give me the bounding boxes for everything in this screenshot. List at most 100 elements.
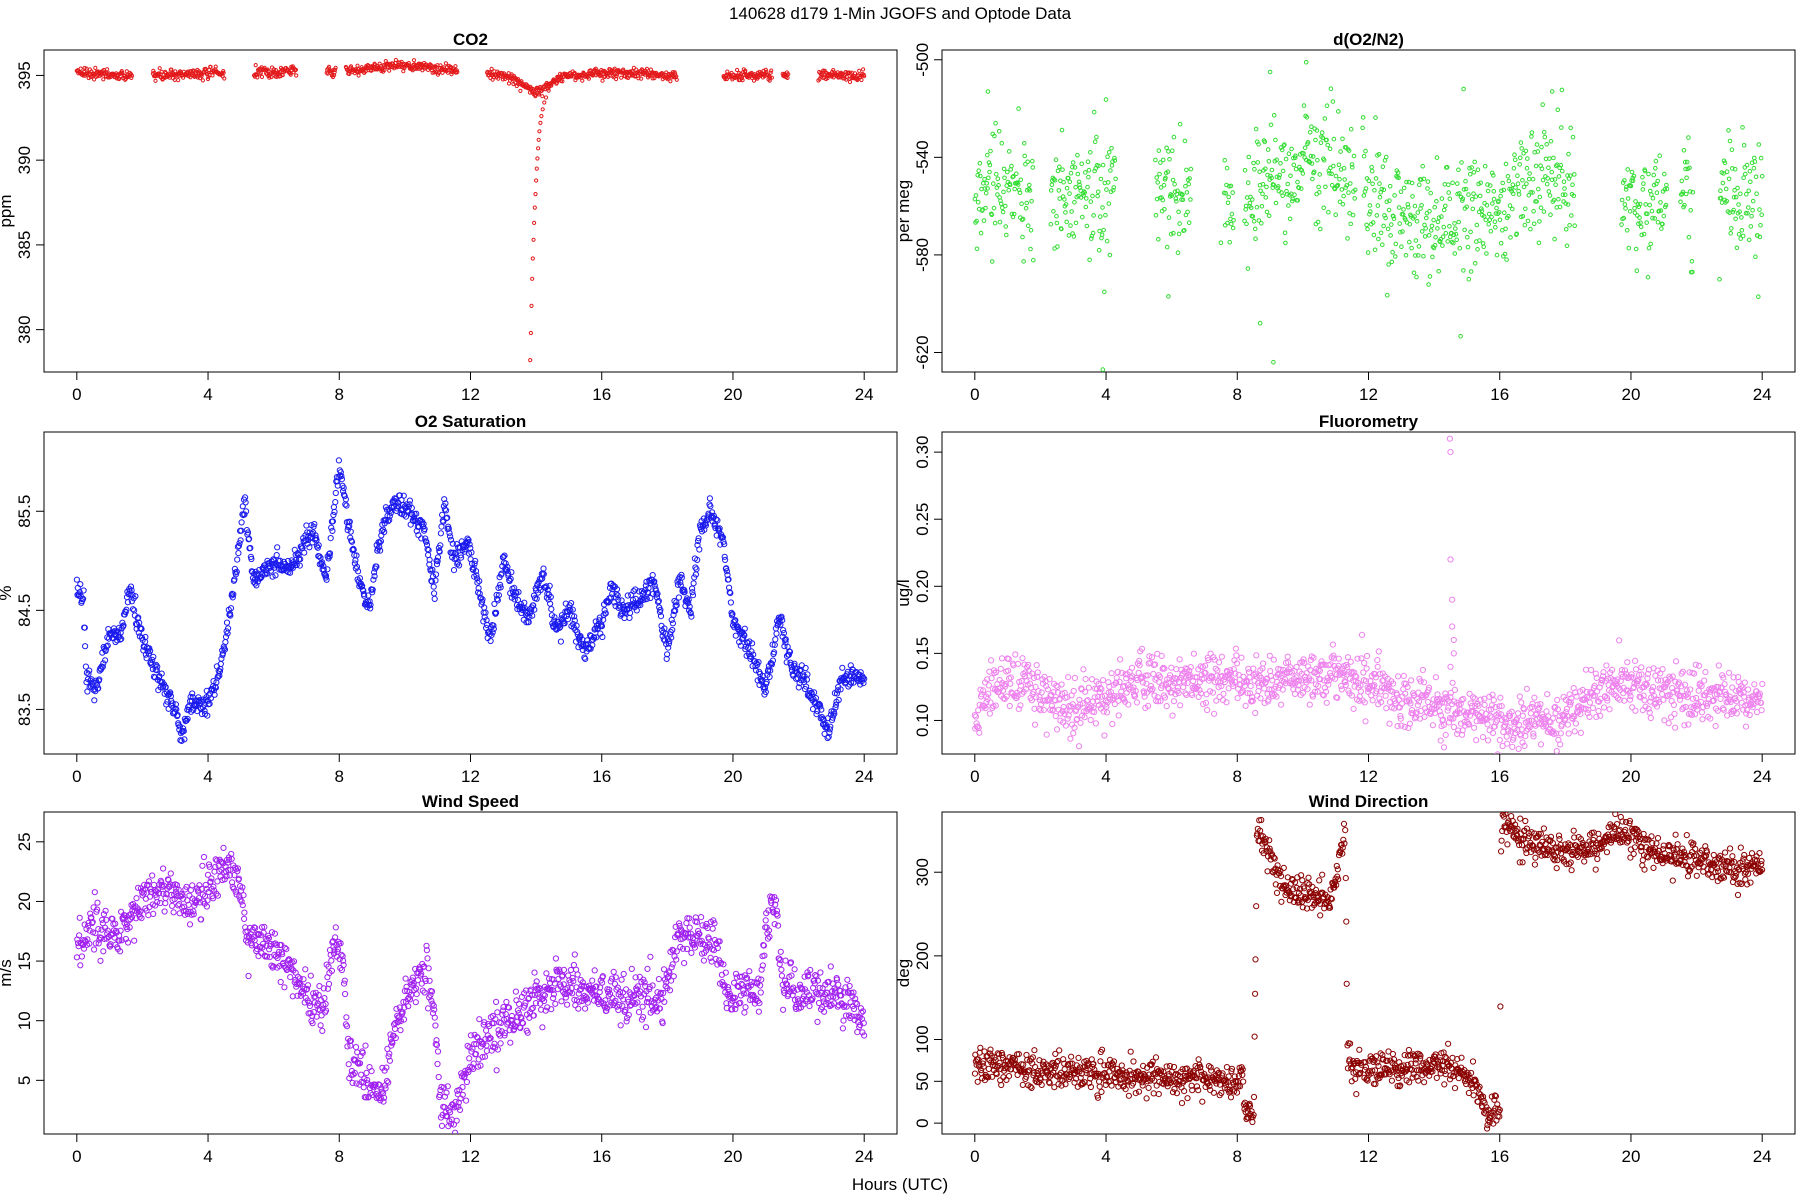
data-point (1443, 203, 1448, 209)
data-point (1088, 150, 1093, 155)
data-point (1653, 158, 1659, 164)
panel-title: O2 Saturation (415, 412, 526, 431)
data-point (376, 544, 383, 551)
data-point (1481, 701, 1488, 708)
data-point (441, 496, 448, 503)
data-point (643, 595, 650, 603)
data-point (1536, 240, 1542, 246)
data-point (1186, 220, 1192, 225)
data-point (689, 589, 696, 596)
data-point (1033, 662, 1040, 669)
data-point (1655, 219, 1661, 225)
data-point (1305, 140, 1311, 145)
data-point (557, 623, 564, 630)
data-point (1721, 681, 1728, 688)
data-point (1063, 210, 1068, 215)
data-point (1006, 187, 1012, 193)
data-point (1353, 187, 1358, 193)
data-point (315, 542, 322, 549)
data-point (477, 595, 484, 602)
data-point (1145, 702, 1152, 710)
data-point (540, 571, 547, 578)
data-point (985, 682, 993, 689)
data-point (1027, 188, 1033, 193)
data-point (426, 556, 433, 563)
data-point (1003, 693, 1010, 700)
data-point (1469, 197, 1475, 202)
data-point (762, 688, 769, 696)
data-point (521, 604, 528, 611)
data-point (1748, 179, 1753, 185)
data-point (1439, 196, 1445, 201)
data-point (1313, 221, 1319, 227)
data-point (1166, 149, 1171, 154)
data-point (1023, 161, 1028, 167)
data-point (279, 67, 284, 72)
data-point (1025, 223, 1031, 228)
x-tick-label: 16 (592, 385, 611, 404)
data-point (1742, 165, 1748, 170)
data-point (1488, 702, 1496, 709)
data-point (1731, 207, 1736, 213)
data-point (1238, 654, 1245, 661)
data-point (1727, 138, 1733, 144)
data-point (1519, 146, 1524, 151)
data-point (780, 627, 787, 634)
data-point (1048, 188, 1054, 193)
data-point (786, 72, 791, 77)
data-point (1662, 171, 1667, 177)
data-point (526, 613, 533, 621)
data-point (280, 73, 285, 78)
data-point (1367, 211, 1372, 217)
data-point (1639, 232, 1644, 238)
data-point (1054, 689, 1062, 696)
data-point (1514, 231, 1519, 237)
data-point (246, 535, 253, 542)
data-point (303, 522, 310, 529)
data-point (1186, 181, 1191, 187)
data-point (1365, 688, 1372, 695)
data-point (1100, 205, 1105, 210)
data-point (500, 77, 505, 82)
data-point (1253, 236, 1258, 241)
data-point (329, 527, 336, 535)
data-point (1092, 139, 1098, 144)
data-point (78, 66, 83, 71)
x-tick-label: 24 (1753, 767, 1772, 786)
data-point (687, 610, 694, 617)
plot-frame (941, 431, 1796, 755)
data-point (614, 592, 621, 599)
x-tick-label: 0 (72, 385, 81, 404)
data-point (1271, 182, 1276, 188)
data-point (1645, 705, 1652, 712)
data-point (1658, 208, 1664, 213)
data-point (707, 503, 714, 510)
data-point (470, 566, 477, 574)
data-point (1094, 697, 1101, 705)
data-point (637, 602, 644, 609)
data-point (1349, 162, 1355, 167)
data-point (1521, 184, 1527, 190)
data-point (269, 573, 276, 580)
data-point (1400, 212, 1406, 217)
data-point (1108, 168, 1113, 173)
data-point (1169, 712, 1176, 719)
data-point (1212, 665, 1219, 672)
data-point (1489, 729, 1497, 737)
data-point (1720, 180, 1726, 186)
data-point (1490, 201, 1495, 206)
data-point (1337, 199, 1343, 205)
data-point (1434, 691, 1441, 698)
data-point (1489, 170, 1495, 176)
data-point (995, 176, 1001, 181)
data-point (221, 70, 226, 76)
data-point (1641, 181, 1646, 186)
data-point (1533, 163, 1539, 169)
data-point (1603, 662, 1610, 669)
data-point (1324, 103, 1330, 108)
data-point (564, 616, 572, 623)
data-point (1481, 244, 1486, 249)
data-point (377, 538, 384, 545)
data-point (1519, 712, 1527, 719)
